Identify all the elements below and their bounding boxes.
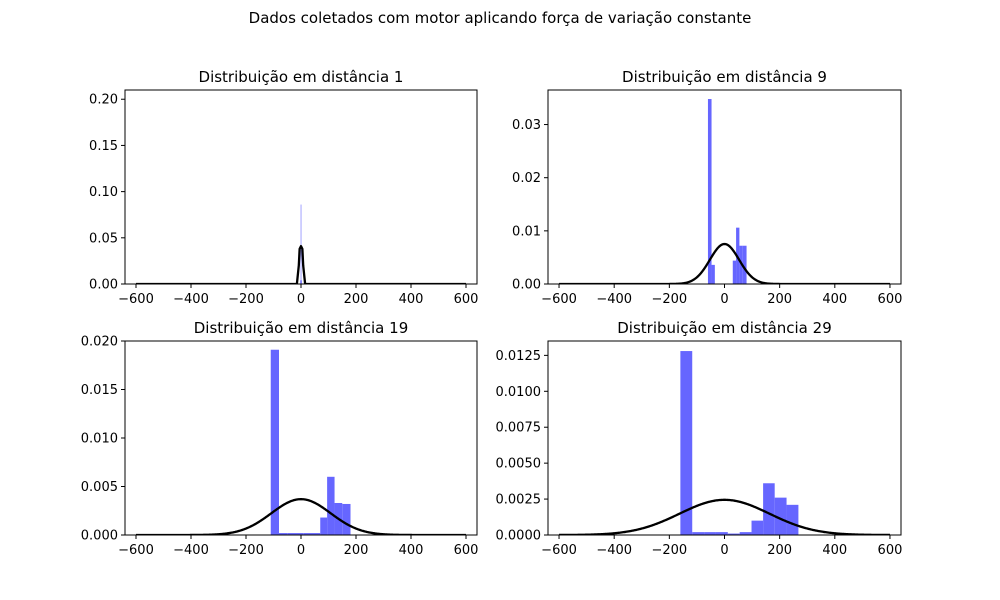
histogram-bar bbox=[312, 533, 321, 535]
x-tick-label: 400 bbox=[399, 292, 424, 307]
histogram-bar bbox=[711, 264, 715, 284]
x-tick-label: 0 bbox=[297, 543, 305, 558]
axes-frame bbox=[124, 340, 478, 536]
normal-fit-curve bbox=[136, 244, 466, 284]
y-tick-label: 0.0125 bbox=[496, 349, 542, 364]
y-tick-label: 0.03 bbox=[512, 118, 541, 133]
y-tick-label: 0.0000 bbox=[496, 529, 542, 544]
x-tick-label: −600 bbox=[118, 292, 154, 307]
x-tick-label: −600 bbox=[541, 543, 577, 558]
axes-frame bbox=[547, 340, 902, 536]
histogram-bar bbox=[680, 351, 693, 535]
histogram-bar bbox=[279, 533, 288, 535]
plot-area bbox=[558, 99, 891, 284]
histogram-bar bbox=[295, 533, 304, 535]
plot-area bbox=[558, 351, 891, 535]
y-tick-label: 0.005 bbox=[81, 480, 118, 495]
histogram-bar bbox=[715, 532, 728, 535]
subplot-title: Distribuição em distância 19 bbox=[194, 319, 408, 337]
x-tick-label: −200 bbox=[651, 292, 687, 307]
y-tick-label: 0.010 bbox=[81, 432, 118, 447]
histogram-bar bbox=[742, 245, 747, 284]
x-tick-label: −400 bbox=[173, 292, 209, 307]
x-tick-label: −400 bbox=[596, 543, 632, 558]
histogram-bar bbox=[300, 280, 301, 284]
x-tick-label: 400 bbox=[822, 543, 847, 558]
y-tick-label: 0.02 bbox=[512, 171, 541, 186]
x-tick-label: −200 bbox=[651, 543, 687, 558]
x-tick-label: 200 bbox=[767, 543, 792, 558]
y-tick-label: 0.0100 bbox=[496, 385, 542, 400]
subplot-title: Distribuição em distância 29 bbox=[617, 319, 831, 337]
y-tick-label: 0.0025 bbox=[496, 493, 542, 508]
y-tick-label: 0.15 bbox=[89, 139, 118, 154]
x-tick-label: −600 bbox=[541, 292, 577, 307]
y-tick-label: 0.015 bbox=[81, 383, 118, 398]
histogram-bar bbox=[303, 533, 312, 535]
x-tick-label: 600 bbox=[878, 292, 903, 307]
histogram-bar bbox=[301, 280, 302, 284]
histogram-bar bbox=[751, 520, 764, 535]
figure-suptitle: Dados coletados com motor aplicando forç… bbox=[249, 9, 752, 27]
y-tick-label: 0.00 bbox=[512, 278, 541, 293]
subplot-title: Distribuição em distância 9 bbox=[622, 68, 827, 86]
x-tick-label: −200 bbox=[228, 543, 264, 558]
x-tick-label: −400 bbox=[596, 292, 632, 307]
x-tick-label: 600 bbox=[878, 543, 903, 558]
x-tick-label: 0 bbox=[720, 543, 728, 558]
x-tick-label: 0 bbox=[720, 292, 728, 307]
normal-fit-curve bbox=[558, 242, 891, 284]
y-tick-label: 0.00 bbox=[89, 278, 118, 293]
histogram-bar bbox=[707, 99, 712, 284]
x-tick-label: 600 bbox=[454, 543, 479, 558]
subplot-2: −600 −400 −200 0 200 400 600 0.00 0.01 0.02 0.03 Di… bbox=[512, 68, 902, 307]
x-tick-label: 400 bbox=[822, 292, 847, 307]
x-tick-label: −600 bbox=[118, 543, 154, 558]
histogram-bar bbox=[739, 532, 752, 535]
histogram-bar bbox=[300, 204, 302, 284]
x-tick-label: −200 bbox=[228, 292, 264, 307]
histogram-bar bbox=[732, 260, 737, 284]
histogram-bar bbox=[786, 504, 799, 535]
plot-area bbox=[136, 204, 466, 284]
subplot-4: −600 −400 −200 0 200 400 600 0.0000 0.0025 0.0050… bbox=[496, 319, 903, 558]
histogram-bar bbox=[692, 532, 705, 535]
y-tick-label: 0.0050 bbox=[496, 457, 542, 472]
histogram-bar bbox=[774, 497, 787, 535]
x-tick-label: 200 bbox=[344, 292, 369, 307]
normal-fit-curve bbox=[558, 498, 891, 535]
subplot-3: −600 −400 −200 0 200 400 600 0.000 0.005 0.010 0.0… bbox=[81, 319, 479, 558]
plot-area bbox=[135, 349, 467, 535]
x-tick-label: 0 bbox=[297, 292, 305, 307]
subplot-1: −600 −400 −200 0 200 400 600 0.00 0.05 0.10 0.15 0.… bbox=[89, 68, 478, 307]
histogram-bar bbox=[704, 532, 716, 535]
y-tick-label: 0.01 bbox=[512, 224, 541, 239]
subplot-title: Distribuição em distância 1 bbox=[199, 68, 404, 86]
histogram-bar bbox=[727, 533, 740, 535]
histogram-bar bbox=[320, 517, 328, 535]
y-tick-label: 0.05 bbox=[89, 231, 118, 246]
x-tick-label: 600 bbox=[454, 292, 479, 307]
histogram-bar bbox=[763, 483, 775, 535]
axes-frame bbox=[547, 89, 902, 285]
y-tick-label: 0.10 bbox=[89, 185, 118, 200]
x-tick-label: 200 bbox=[344, 543, 369, 558]
x-tick-label: −400 bbox=[173, 543, 209, 558]
x-tick-label: 400 bbox=[399, 543, 424, 558]
normal-fit-curve bbox=[135, 498, 467, 535]
y-tick-label: 0.20 bbox=[89, 93, 118, 108]
histogram-bar bbox=[327, 476, 335, 535]
subplot-grid: −600 −400 −200 0 200 400 600 0.00 0.05 0.10 0.15 0.… bbox=[81, 68, 903, 558]
histogram-bar bbox=[287, 533, 296, 535]
histogram-bar bbox=[270, 349, 279, 535]
x-tick-label: 200 bbox=[767, 292, 792, 307]
y-tick-label: 0.020 bbox=[81, 335, 118, 350]
y-tick-label: 0.000 bbox=[81, 529, 118, 544]
y-tick-label: 0.0075 bbox=[496, 421, 542, 436]
histogram-bar bbox=[342, 503, 351, 535]
